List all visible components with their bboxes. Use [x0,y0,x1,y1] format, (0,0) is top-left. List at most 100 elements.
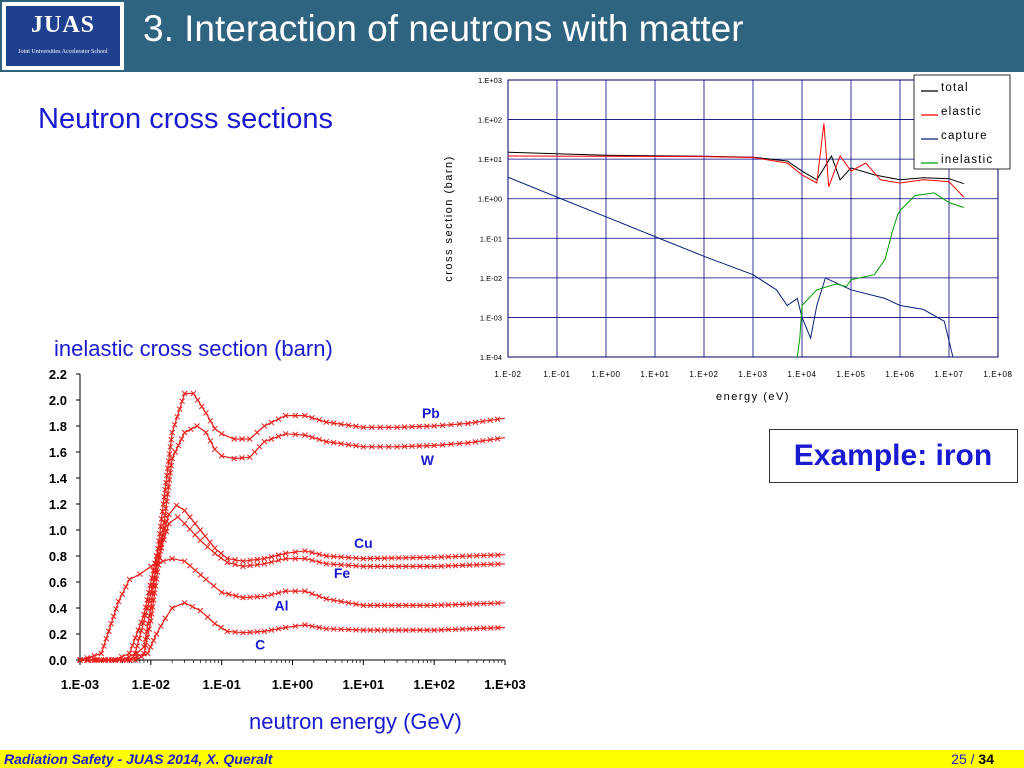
series-marker-Al [438,602,445,608]
example-callout: Example: iron [769,429,1018,483]
series-marker-C [153,631,160,637]
series-marker-Al [122,583,129,590]
series-label-C: C [255,637,265,653]
series-marker-Fe [353,563,359,569]
series-marker-Al [360,602,367,609]
header-bar: JUAS Joint Universities Accelerator Scho… [0,0,1024,72]
series-marker-C [282,624,289,631]
series-marker-C [302,622,308,628]
series-line-C [80,602,506,661]
series-marker-Cu [181,507,188,514]
series-marker-W [207,438,214,444]
series-marker-Pb [309,414,315,421]
series-marker-Fe [275,557,282,564]
y-tick-label: 1.4 [49,471,68,486]
series-marker-Fe [282,555,289,562]
series-marker-Al [225,591,232,597]
series-marker-Al [402,602,409,609]
series-marker-Pb [176,406,183,412]
x-tick-label: 1.E-01 [203,677,241,692]
series-marker-W [353,442,359,449]
series-marker-C [417,627,423,633]
series-marker-Fe [330,561,337,568]
y-tick-label: 0.8 [49,549,67,564]
series-marker-W [423,442,430,449]
left-chart-title: inelastic cross section (barn) [54,336,333,361]
series-marker-Pb [487,417,494,424]
y-tick-label: 1.E-04 [480,353,502,362]
legend-label-elastic: elastic [941,106,982,118]
series-marker-Pb [161,493,168,500]
series-marker-Pb [254,429,260,436]
series-marker-Fe [309,557,315,564]
series-marker-Al [452,601,459,608]
series-marker-Pb [416,423,423,430]
series-marker-Fe [487,561,494,568]
series-label-Al: Al [275,598,289,614]
series-marker-Cu [487,552,494,559]
series-marker-W [251,449,258,455]
series-marker-C [410,627,416,633]
series-marker-Fe [187,526,193,532]
series-marker-C [85,657,91,663]
series-marker-Al [487,600,494,607]
series-marker-C [132,657,138,663]
series-marker-Pb [431,423,438,429]
series-marker-Fe [292,555,299,562]
y-tick-label: 1.E+03 [478,76,502,85]
series-marker-Cu [129,642,136,649]
series-marker-Pb [166,451,173,457]
series-marker-W [401,443,408,450]
series-marker-C [275,625,282,632]
series-marker-W [416,443,423,449]
series-marker-Al [338,598,344,605]
series-line-Cu [80,504,506,661]
series-marker-Al [105,628,112,635]
series-marker-Pb [394,424,400,431]
series-marker-C [445,626,452,633]
logo-subtitle: Joint Universities Accelerator School [18,49,108,55]
series-marker-C [438,626,445,633]
series-marker-W [148,611,155,617]
series-marker-C [381,627,388,633]
x-tick-label: 1.E+02 [689,370,718,379]
series-marker-Cu [316,551,323,558]
series-marker-Fe [158,545,165,551]
series-marker-W [239,454,245,461]
iron-cross-section-chart: 1.E-02 1.E-01 1.E+00 1.E+01 1.E+02 1.E+03 1.E+… [443,74,1012,403]
series-marker-Cu [323,553,330,559]
series-marker-C [452,626,459,633]
series-marker-C [395,627,402,633]
series-marker-Cu [495,552,501,558]
series-marker-C [116,657,123,663]
series-marker-C [158,623,164,630]
series-marker-W [163,505,169,512]
series-marker-Pb [163,472,170,479]
series-marker-Fe [424,563,430,570]
x-tick-label: 1.E+03 [738,370,767,379]
page-total: 34 [978,751,994,767]
series-marker-Cu [173,502,180,509]
y-tick-label: 0.0 [49,653,67,668]
series-marker-Fe [410,563,416,570]
series-marker-Al [103,635,110,642]
legend-label-inelastic: inelastic [941,154,993,166]
series-marker-Cu [353,555,359,561]
series-marker-Cu [275,552,282,558]
series-marker-Pb [207,417,214,424]
series-marker-Cu [424,554,430,561]
series-marker-Fe [144,605,151,611]
series-marker-Al [459,601,466,608]
series-marker-Pb [360,424,367,431]
series-marker-Cu [466,553,473,559]
series-marker-Fe [402,563,409,570]
series-marker-Fe [152,568,159,574]
series-marker-Pb [316,417,323,423]
series-marker-Cu [232,557,238,563]
x-tick-label: 1.E+08 [983,370,1012,379]
y-tick-label: 1.2 [49,497,67,512]
series-marker-Pb [171,421,178,428]
series-marker-W [166,477,173,483]
series-marker-Cu [192,520,198,527]
series-marker-W [142,642,149,649]
